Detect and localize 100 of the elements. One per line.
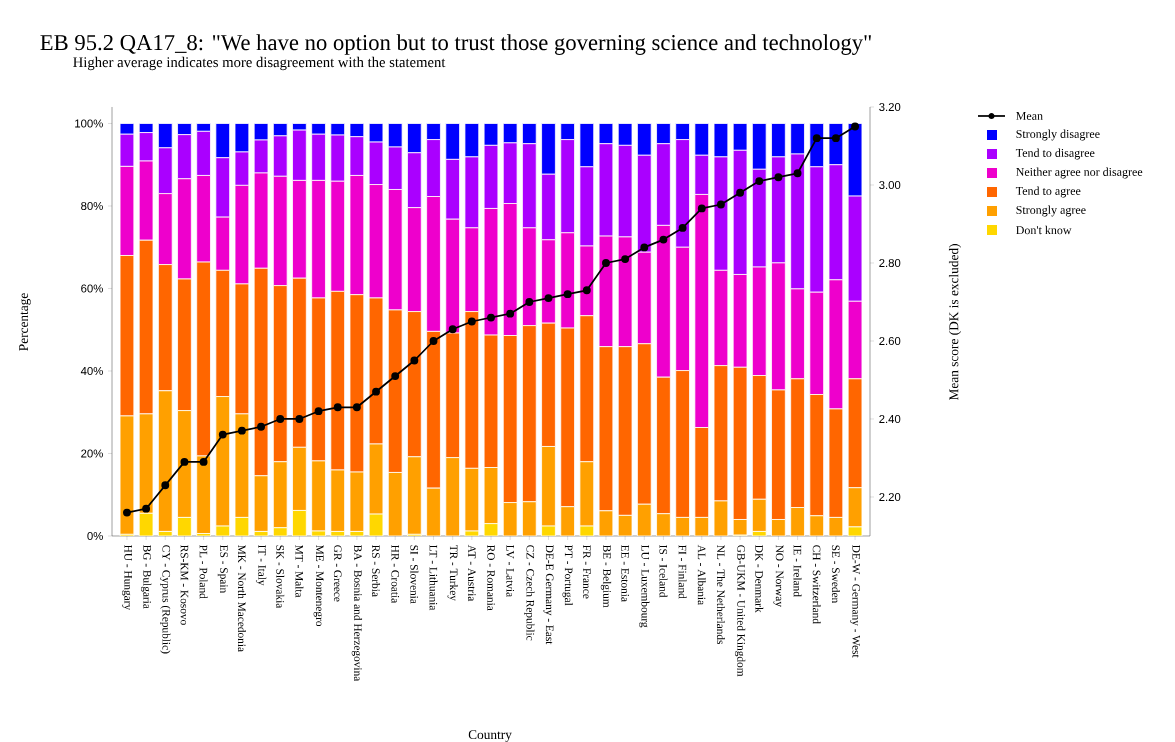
point: [659, 235, 668, 244]
x-tick-label: DK - Denmark: [755, 545, 764, 613]
x-tick-label: CY - Cyprus (Republic): [160, 545, 171, 654]
bar: [311, 460, 326, 532]
y-tick-label: 0%: [87, 531, 103, 540]
chart-title: EB 95.2 QA17_8: "We have no option but to trust those governing science and technology": [40, 34, 871, 55]
y-tick-label: 20%: [81, 449, 103, 458]
bar: [292, 446, 307, 511]
x-tick-label: LT - Lithuania: [429, 545, 438, 611]
legend-label: Strongly agree: [1016, 205, 1086, 217]
x-tick-label: BE - Belgium: [600, 545, 612, 608]
x-tick-label: DE-E Germany - East: [543, 545, 554, 645]
y2-tick-label: 2.60: [879, 336, 901, 345]
point: [640, 243, 649, 252]
x-tick-label: SI - Slovenia: [410, 545, 419, 604]
point: [257, 422, 266, 431]
x-tick-label: IE - Ireland: [793, 545, 802, 597]
legend-label: Neither agree nor disagree: [1016, 167, 1143, 179]
x-tick-label: RO - Romania: [487, 545, 495, 611]
bar: [138, 413, 154, 514]
x-tick-label: EE - Estonia: [621, 545, 629, 602]
x-tick-label: RS-KM - Kosovo: [180, 545, 189, 625]
x-tick-label: AL - Albania: [697, 544, 706, 605]
point: [851, 122, 859, 131]
bar: [541, 446, 556, 527]
x-tick-label: TR - Turkey: [447, 544, 458, 601]
x-tick-label: HU - Hungary: [122, 545, 132, 611]
x-tick-label: BA - Bosnia and Herzegovina: [351, 545, 363, 682]
point: [582, 286, 591, 295]
bar: [522, 501, 537, 536]
bar: [157, 390, 173, 532]
point: [237, 426, 246, 435]
x-tick-label: CZ - Czech Republic: [524, 545, 535, 641]
point: [276, 415, 285, 423]
x-tick-label: FI - Finland: [678, 545, 687, 599]
x-tick-label: LV - Latvia: [506, 545, 515, 597]
point: [199, 457, 208, 466]
point: [602, 259, 610, 267]
point: [525, 298, 534, 306]
point: [161, 481, 170, 490]
point: [410, 356, 419, 365]
bar: [560, 506, 575, 536]
point: [123, 508, 131, 517]
point: [774, 173, 783, 182]
point: [697, 204, 706, 213]
y-tick-label: 40%: [80, 366, 103, 375]
x-tick-label: ME - Montenegro: [313, 545, 324, 627]
x-tick-label: RS - Serbia: [372, 545, 381, 597]
legend-label: Strongly disagree: [1016, 129, 1100, 141]
x-tick-label: GR - Greece: [333, 545, 342, 602]
point: [506, 309, 515, 318]
bar: [119, 415, 135, 535]
x-tick-label: AT - Austria: [468, 544, 476, 602]
point: [678, 223, 687, 232]
point: [831, 134, 840, 143]
point: [812, 134, 821, 143]
point: [429, 337, 438, 345]
bar: [234, 413, 250, 518]
y2-tick-label: 2.20: [879, 492, 901, 501]
legend-label: Don't know: [1016, 225, 1072, 235]
legend-label: Tend to disagree: [1015, 148, 1095, 160]
y2-tick-label: 3.00: [879, 180, 901, 189]
x-tick-label: NL - The Netherlands: [716, 545, 725, 645]
x-tick-label: FR - France: [583, 545, 591, 599]
point: [314, 407, 323, 416]
x-tick-label: IS - Iceland: [659, 545, 668, 598]
x-tick-label: PT - Portugal: [562, 545, 573, 606]
point: [142, 504, 151, 513]
legend-label: Tend to agree: [1015, 186, 1081, 198]
bar: [407, 456, 422, 535]
point: [218, 430, 227, 439]
x-tick-label: SE - Sweden: [831, 545, 840, 604]
x-tick-label: CH - Switzerland: [812, 545, 821, 624]
point: [621, 255, 630, 264]
x-tick-label: HR - Croatia: [391, 545, 400, 604]
point: [295, 415, 304, 423]
x-axis-title: Country: [468, 730, 512, 742]
bar: [426, 487, 441, 536]
x-tick-label: GB-UKM - United Kingdom: [734, 545, 746, 677]
point: [372, 387, 380, 396]
point: [544, 294, 553, 303]
point: [352, 403, 361, 412]
x-tick-label: MK - North Macedonia: [237, 545, 246, 652]
y-tick-label: 80%: [81, 201, 103, 210]
y2-axis-title: Mean score (DK is excluded): [948, 244, 962, 401]
y-tick-label: 100%: [75, 119, 103, 128]
point: [333, 403, 342, 412]
y2-tick-label: 3.20: [879, 102, 901, 111]
bar: [196, 455, 211, 534]
legend-label: Mean: [1016, 112, 1043, 120]
x-tick-label: NO - Norway: [773, 545, 784, 607]
bar: [215, 396, 231, 527]
bar: [330, 469, 346, 532]
x-tick-label: IT - Italy: [255, 545, 267, 586]
point: [180, 457, 189, 466]
y-axis-title: Percentage: [19, 293, 31, 351]
point: [448, 325, 457, 334]
point: [467, 317, 476, 326]
y2-tick-label: 2.80: [879, 258, 901, 267]
x-tick-label: ES - Spain: [217, 545, 228, 593]
